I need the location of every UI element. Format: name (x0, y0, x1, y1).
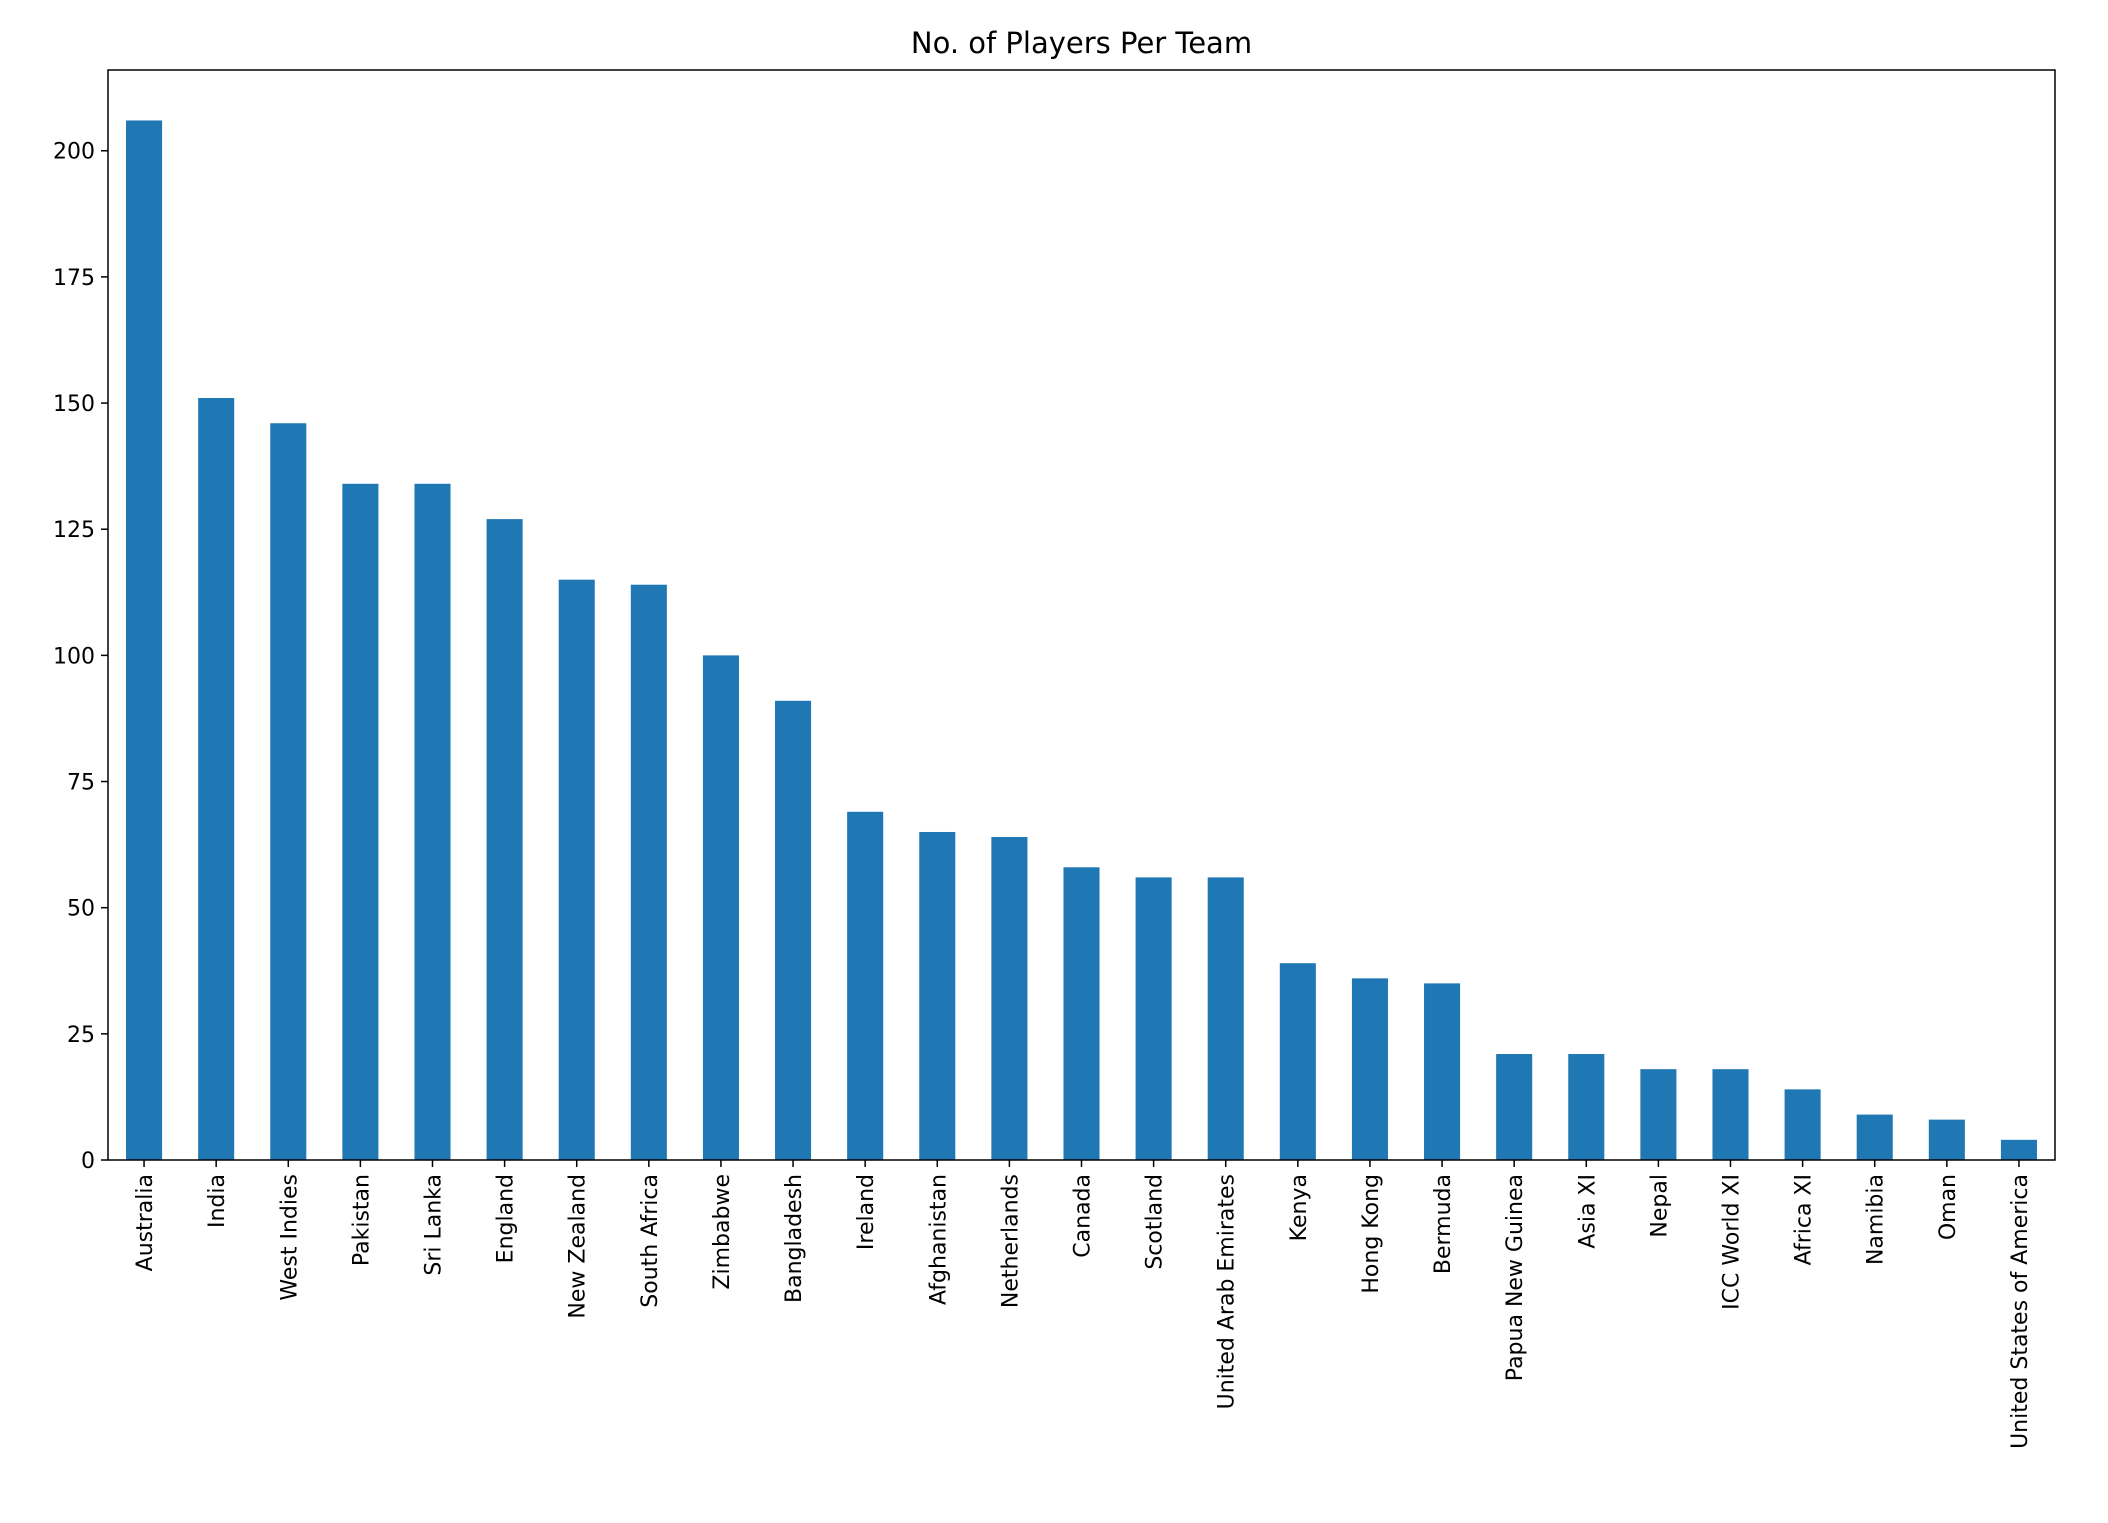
x-tick-label: United Arab Emirates (1215, 1174, 1240, 1409)
y-axis: 0 25 50 75 100 125 150 175 200 (53, 140, 108, 1174)
x-tick-label: Africa XI (1792, 1174, 1817, 1265)
bar-africa-xi (1784, 1089, 1821, 1160)
y-tick-label: 150 (53, 392, 95, 417)
bar-sri-lanka (414, 483, 451, 1161)
bar-netherlands (991, 837, 1028, 1160)
bar-namibia (1856, 1114, 1893, 1160)
bar-nepal (1640, 1069, 1677, 1160)
x-tick-label: West Indies (277, 1174, 302, 1301)
y-tick-label: 200 (53, 140, 95, 165)
bar-zimbabwe (702, 655, 739, 1160)
bar-ireland (847, 811, 884, 1160)
x-tick-label: Hong Kong (1359, 1174, 1384, 1294)
x-tick-label: Scotland (1143, 1174, 1168, 1270)
y-tick-label: 175 (53, 266, 95, 291)
y-tick-label: 100 (53, 644, 95, 669)
bar-pakistan (342, 483, 379, 1161)
x-tick-label: Kenya (1287, 1174, 1312, 1241)
x-tick-label: Afghanistan (926, 1174, 951, 1305)
x-tick-label: Netherlands (998, 1174, 1023, 1308)
x-tick-label: Pakistan (349, 1174, 374, 1266)
chart-title: No. of Players Per Team (911, 26, 1252, 60)
bars-group (126, 120, 2037, 1161)
x-axis: Australia India West Indies Pakistan Sri Lan… (133, 1160, 2033, 1449)
bar-oman (1928, 1119, 1965, 1160)
y-tick-label: 50 (67, 897, 95, 922)
bar-bermuda (1424, 983, 1461, 1160)
bar-united-arab-emirates (1207, 877, 1244, 1160)
plot-frame (107, 69, 2056, 1161)
y-tick-label: 25 (67, 1023, 95, 1048)
x-tick-label: Bangladesh (782, 1174, 807, 1303)
x-tick-label: Ireland (854, 1174, 879, 1250)
bar-south-africa (630, 584, 667, 1160)
x-tick-label: Bermuda (1431, 1174, 1456, 1274)
x-tick-label: ICC World XI (1720, 1174, 1745, 1310)
bar-scotland (1135, 877, 1172, 1160)
x-tick-label: Sri Lanka (422, 1174, 447, 1276)
x-tick-label: South Africa (638, 1174, 663, 1308)
x-tick-label: United States of America (2008, 1174, 2033, 1449)
x-tick-label: Australia (133, 1174, 158, 1271)
bar-afghanistan (919, 831, 956, 1160)
bar-australia (126, 120, 163, 1160)
bar-india (198, 398, 235, 1160)
bar-papua-new-guinea (1496, 1054, 1533, 1160)
bar-icc-world-xi (1712, 1069, 1749, 1160)
x-tick-label: Nepal (1647, 1174, 1672, 1238)
bar-england (486, 519, 523, 1160)
x-tick-label: England (494, 1174, 519, 1263)
x-tick-label: New Zealand (566, 1174, 591, 1319)
x-tick-label: Canada (1071, 1174, 1096, 1258)
bar-canada (1063, 867, 1100, 1160)
x-tick-label: Papua New Guinea (1503, 1174, 1528, 1381)
y-tick-label: 125 (53, 518, 95, 543)
bar-asia-xi (1568, 1054, 1605, 1160)
x-tick-label: Asia XI (1575, 1174, 1600, 1249)
x-tick-label: Zimbabwe (710, 1174, 735, 1290)
x-tick-label: Namibia (1864, 1174, 1889, 1265)
bar-bangladesh (775, 700, 812, 1160)
x-tick-label: Oman (1936, 1174, 1961, 1240)
bar-hong-kong (1351, 978, 1388, 1160)
bar-united-states-of-america (2000, 1139, 2037, 1160)
y-tick-label: 75 (67, 771, 95, 796)
bar-new-zealand (558, 579, 595, 1160)
y-tick-label: 0 (81, 1149, 95, 1174)
bar-kenya (1279, 963, 1316, 1160)
x-tick-label: India (205, 1174, 230, 1228)
bar-west-indies (270, 423, 307, 1161)
